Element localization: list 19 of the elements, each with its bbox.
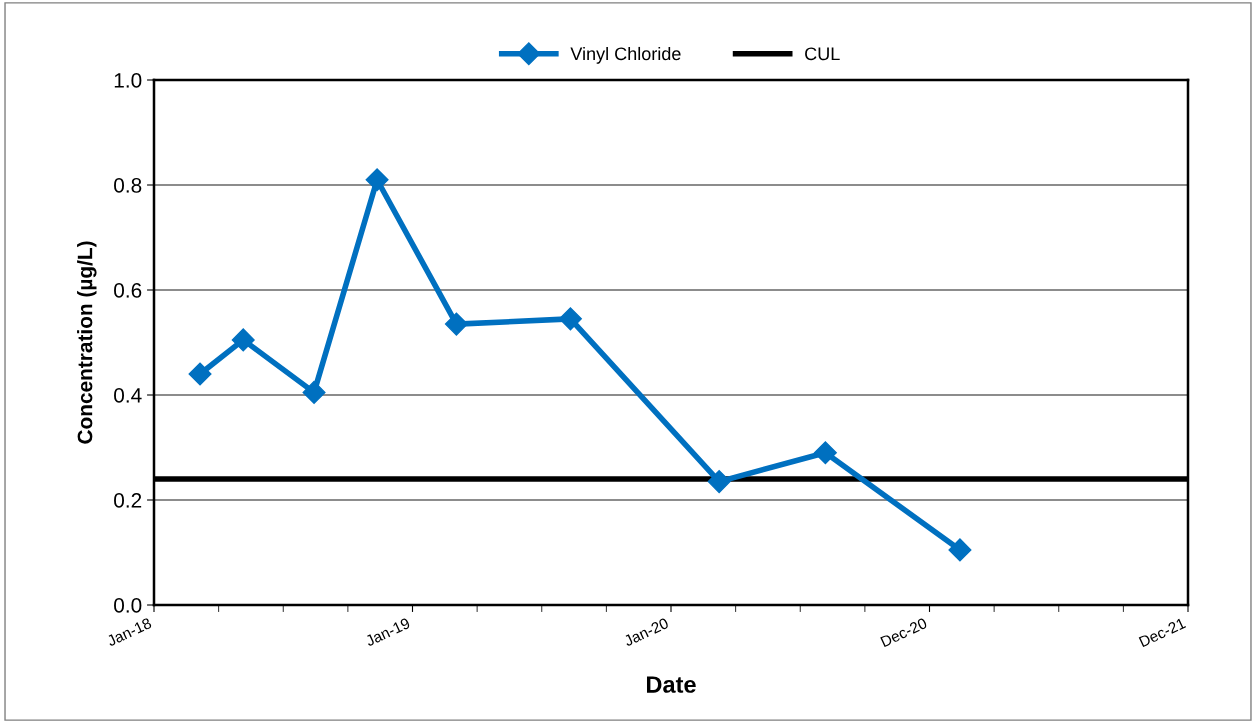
y-tick-label: 0.2 xyxy=(114,493,142,508)
point xyxy=(231,328,255,352)
point xyxy=(707,470,731,494)
point xyxy=(558,307,582,331)
y-tick-label: 1.0 xyxy=(114,73,142,88)
point xyxy=(813,441,837,465)
point xyxy=(302,380,326,404)
point xyxy=(365,168,389,192)
point xyxy=(948,538,972,562)
point xyxy=(444,312,468,336)
y-tick-label: 0.8 xyxy=(114,178,142,193)
x-axis-title: Date xyxy=(646,676,696,693)
legend-label: Vinyl Chloride xyxy=(570,46,681,64)
y-tick-label: 0.4 xyxy=(114,388,142,403)
y-tick-label: 0.6 xyxy=(114,283,142,298)
point xyxy=(188,362,212,386)
y-axis-title: Concentration (µg/L) xyxy=(77,241,97,444)
y-tick-label: 0.0 xyxy=(114,598,142,613)
legend-label: CUL xyxy=(805,47,840,61)
